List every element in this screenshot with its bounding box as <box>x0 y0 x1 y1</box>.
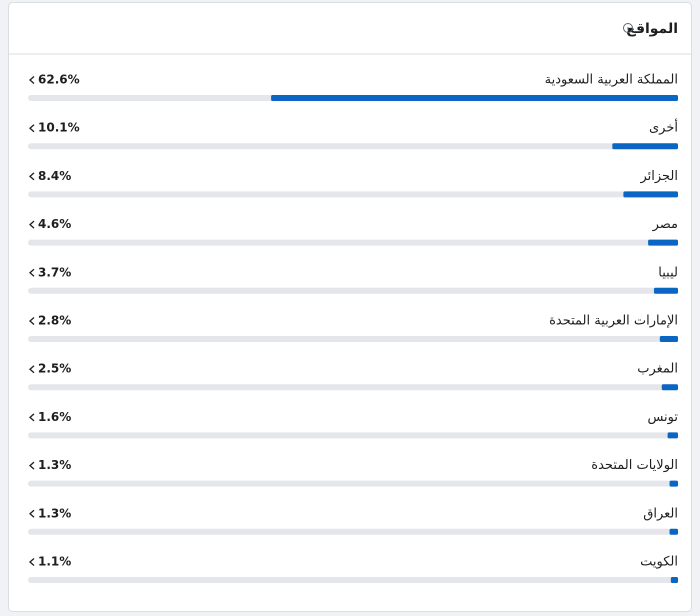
bar-track <box>28 384 678 391</box>
chevron <box>29 172 35 181</box>
value-label: 1.3% <box>38 506 71 520</box>
bar-track <box>28 239 678 246</box>
chevron <box>29 124 35 133</box>
bar <box>669 528 678 535</box>
info-icon[interactable] <box>623 23 633 33</box>
value-label: 10.1% <box>38 121 80 135</box>
value-label: 1.1% <box>38 555 71 569</box>
category-label: مصر <box>652 217 678 232</box>
chevron <box>29 220 35 229</box>
bar <box>667 432 678 439</box>
card <box>8 2 692 612</box>
value-label: 8.4% <box>38 169 71 183</box>
chart-title: المواقع <box>626 21 678 37</box>
bar-track <box>28 480 678 487</box>
bar-track <box>28 191 678 198</box>
category-label: تونس <box>647 410 678 425</box>
bar <box>669 480 678 487</box>
category-label: المملكة العربية السعودية <box>545 73 678 88</box>
value-label: 1.3% <box>38 458 71 472</box>
category-label: الإمارات العربية المتحدة <box>549 314 678 329</box>
chevron <box>29 413 35 422</box>
value-label: 1.6% <box>38 410 71 424</box>
category-label: ليبيا <box>658 265 678 280</box>
category-label: أخرى <box>649 119 678 136</box>
bar-track <box>28 432 678 439</box>
bar-track <box>28 336 678 342</box>
bar <box>659 336 678 342</box>
chevron <box>29 558 35 566</box>
bar <box>271 95 678 101</box>
value-label: 2.8% <box>38 314 71 328</box>
bar-track <box>28 143 678 150</box>
category-label: الولايات المتحدة <box>591 458 678 473</box>
chevron <box>29 365 35 374</box>
value-label: 2.5% <box>38 362 71 376</box>
chevron <box>29 317 35 325</box>
bar <box>653 287 678 294</box>
category-label: المغرب <box>637 362 678 377</box>
bar <box>648 239 678 246</box>
bar <box>670 577 678 583</box>
category-label: الكويت <box>640 555 678 570</box>
bar-track <box>28 287 678 294</box>
category-label: العراق <box>643 506 678 521</box>
bar <box>661 384 678 391</box>
chevron <box>29 268 35 277</box>
value-label: 4.6% <box>38 217 71 231</box>
category-label: الجزائر <box>639 169 678 184</box>
chevron <box>29 76 35 84</box>
chevron <box>29 461 35 470</box>
chevron <box>29 509 35 518</box>
bar-track <box>28 577 678 583</box>
value-label: 3.7% <box>38 265 71 279</box>
value-label: 62.6% <box>38 73 80 87</box>
bar <box>623 191 678 198</box>
bar <box>612 143 678 150</box>
bar-track <box>28 528 678 535</box>
